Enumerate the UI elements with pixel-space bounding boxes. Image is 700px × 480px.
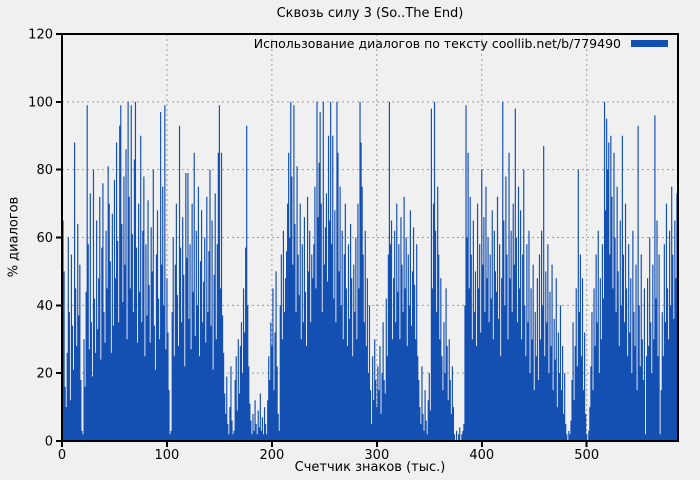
y-tick-label: 60 — [36, 231, 53, 246]
x-tick-label: 500 — [574, 448, 599, 463]
bars-series — [61, 101, 679, 441]
y-tick-label: 20 — [36, 367, 53, 382]
x-axis-label: Счетчик знаков (тыс.) — [294, 460, 446, 475]
x-tick-label: 0 — [58, 448, 66, 463]
y-tick-label: 120 — [28, 28, 53, 43]
y-axis-label: % диалогов — [6, 196, 22, 278]
legend-swatch — [631, 40, 668, 47]
y-tick-label: 80 — [36, 163, 53, 178]
legend-label: Использование диалогов по тексту coollib… — [253, 36, 621, 51]
y-tick-label: 100 — [28, 95, 53, 110]
legend: Использование диалогов по тексту coollib… — [254, 37, 668, 50]
x-tick-label: 400 — [469, 448, 494, 463]
y-tick-label: 40 — [36, 299, 53, 314]
chart-title: Сквозь силу 3 (So..The End) — [276, 6, 464, 21]
x-tick-label: 100 — [155, 448, 180, 463]
y-tick-label: 0 — [45, 435, 53, 450]
x-tick-label: 200 — [259, 448, 284, 463]
x-tick-label: 300 — [364, 448, 389, 463]
